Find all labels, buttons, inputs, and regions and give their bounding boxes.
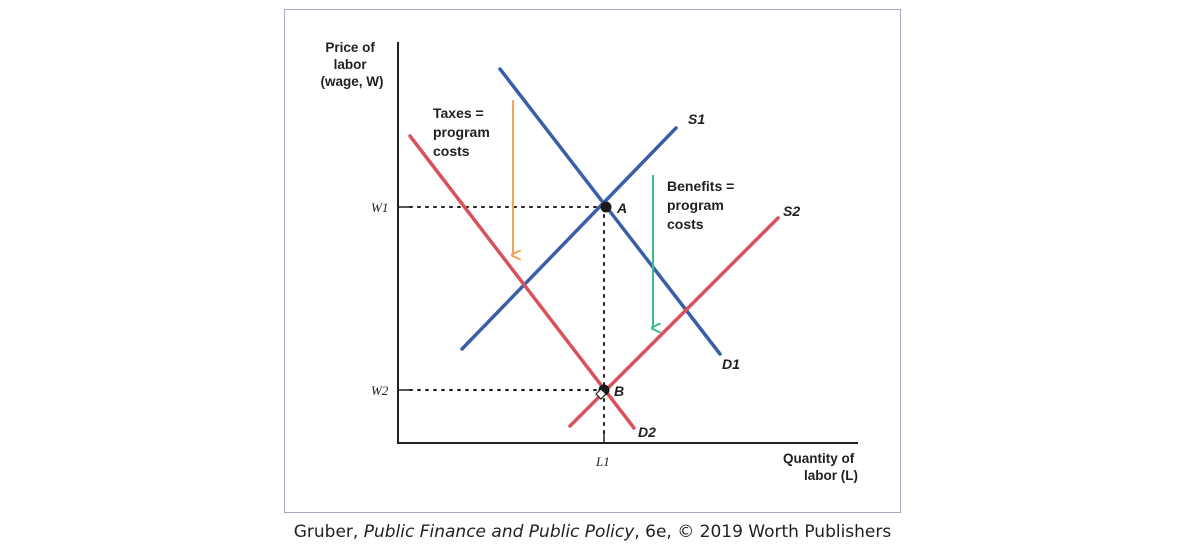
x-axis-label: Quantity of labor (L) [783, 451, 858, 483]
benefits-annotation: Benefits = program costs [667, 178, 738, 232]
point-a-dot [600, 201, 612, 213]
caption-book-title: Public Finance and Public Policy [363, 522, 635, 542]
s2-label: S2 [783, 203, 800, 219]
point-b-marker-icon [595, 388, 607, 400]
d1-curve [498, 67, 722, 356]
l1-tick-label: L1 [595, 454, 610, 469]
figure-caption: Gruber, Public Finance and Public Policy… [284, 522, 901, 542]
s1-label: S1 [688, 111, 705, 127]
figure-frame [284, 9, 901, 513]
d1-label: D1 [722, 356, 740, 372]
s1-curve [460, 126, 678, 351]
point-b-label: B [614, 383, 624, 399]
d2-curve [408, 134, 636, 430]
w1-tick-label: W1 [371, 200, 388, 215]
d2-label: D2 [638, 424, 656, 440]
caption-author: Gruber, [293, 522, 364, 542]
w2-tick-label: W2 [371, 383, 389, 398]
taxes-annotation: Taxes = program costs [433, 105, 494, 159]
y-axis-label: Price of labor (wage, W) [321, 40, 384, 89]
caption-edition: , 6e, © 2019 Worth Publishers [634, 522, 892, 542]
point-a-label: A [616, 200, 627, 216]
